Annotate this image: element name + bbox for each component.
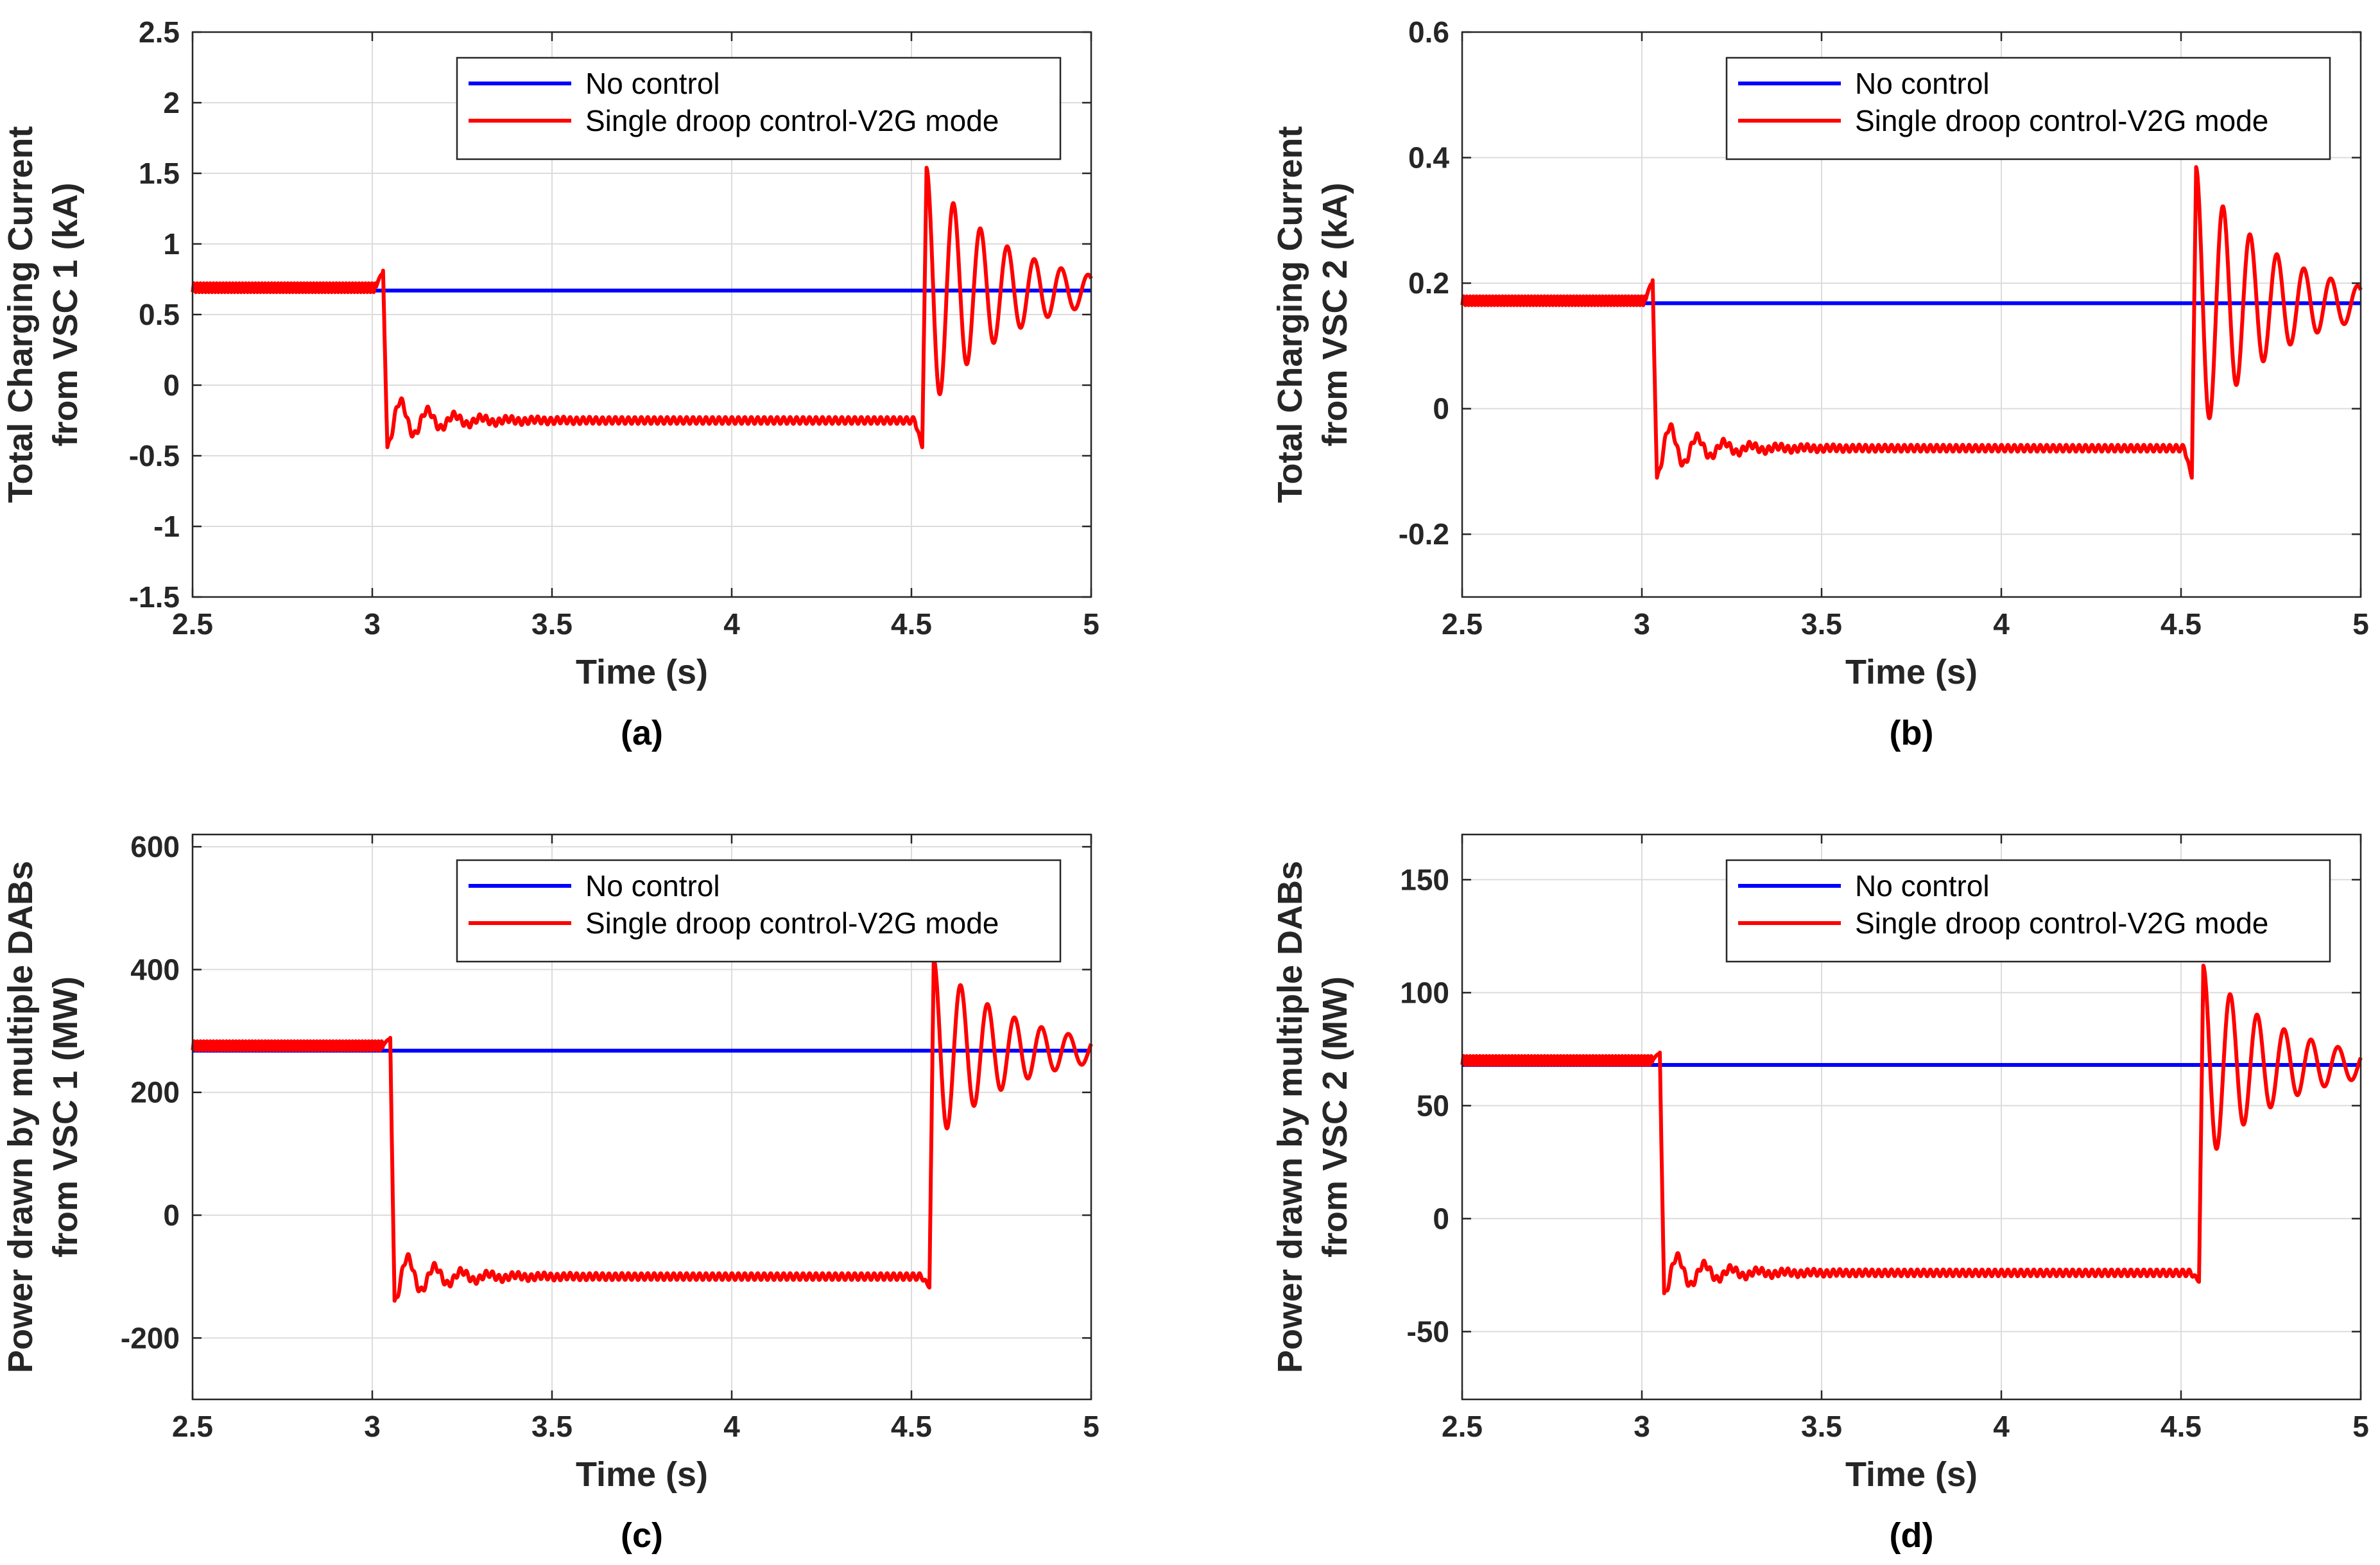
series-line-single-droop-control	[191, 956, 1093, 1303]
y-tick-label: -50	[1407, 1315, 1449, 1348]
y-axis-label-line-2: from VSC 1 (kA)	[46, 182, 85, 446]
x-tick-label: 2.5	[1442, 607, 1483, 641]
x-tick-label: 2.5	[1442, 1410, 1483, 1443]
legend-label-no-control: No control	[1855, 869, 1990, 903]
legend-box	[1725, 859, 2331, 963]
y-tick-label: 400	[130, 953, 180, 986]
y-axis-label-line-2: from VSC 2 (kA)	[1316, 182, 1354, 446]
legend-label-single-droop: Single droop control-V2G mode	[585, 104, 999, 137]
x-tick-label: 3.5	[531, 1410, 573, 1443]
x-tick-label: 4.5	[2160, 1410, 2202, 1443]
y-tick-label: 0.5	[139, 298, 180, 331]
x-tick-label: 4	[1993, 607, 2010, 641]
legend-label-no-control: No control	[585, 67, 720, 100]
x-axis-label: Time (s)	[1845, 1455, 1978, 1494]
panel-caption: (d)	[1890, 1516, 1934, 1555]
panel-c: 2.5 3 3.5 4 4.5 5 -200 0 200 400 600 Time (s) (c) Pow…	[1, 830, 1099, 1555]
x-tick-label: 2.5	[172, 607, 213, 641]
y-tick-label: -1	[153, 510, 180, 543]
series-line-single-droop-control	[1460, 964, 2363, 1295]
y-tick-label: 0	[1433, 1202, 1449, 1235]
x-tick-label: 3.5	[1801, 1410, 1842, 1443]
x-tick-label: 4.5	[891, 1410, 932, 1443]
x-tick-label: 4.5	[891, 607, 932, 641]
y-tick-label: 2.5	[139, 15, 180, 49]
y-tick-label: 0	[163, 368, 180, 402]
x-tick-label: 5	[2352, 607, 2369, 641]
x-tick-label: 4	[723, 607, 740, 641]
x-axis-label: Time (s)	[1845, 653, 1978, 691]
y-tick-label: 0.6	[1408, 15, 1449, 49]
y-tick-label: 600	[130, 830, 180, 863]
x-tick-label: 3	[364, 607, 381, 641]
y-axis-label-line-1: Power drawn by multiple DABs	[1, 861, 40, 1373]
panel-d: 2.5 3 3.5 4 4.5 5 -50 0 50 100 150 Time (s) (d) Power…	[1271, 833, 2369, 1555]
y-tick-label: 2	[163, 86, 180, 119]
legend-box	[456, 56, 1062, 160]
y-tick-label: 1.5	[139, 157, 180, 190]
legend-box	[456, 859, 1062, 963]
legend-label-single-droop: Single droop control-V2G mode	[1855, 906, 2268, 940]
y-axis-label-line-1: Power drawn by multiple DABs	[1271, 861, 1309, 1373]
y-axis-label-line-1: Total Charging Current	[1, 126, 40, 503]
axes-frame	[1461, 31, 2362, 598]
y-tick-label: -200	[121, 1321, 180, 1354]
x-axis-label: Time (s)	[576, 1455, 708, 1494]
legend-label-single-droop: Single droop control-V2G mode	[585, 906, 999, 940]
x-tick-label: 4.5	[2160, 607, 2202, 641]
series-line-single-droop-control	[191, 166, 1093, 449]
panel-b: 2.5 3 3.5 4 4.5 5 -0.2 0 0.2 0.4 0.6 Time (s) (b) Tot…	[1271, 15, 2369, 752]
x-tick-label: 3	[1634, 607, 1650, 641]
legend-box	[1725, 56, 2331, 160]
x-tick-label: 5	[2352, 1410, 2369, 1443]
y-tick-label: 0	[1433, 392, 1449, 426]
y-tick-label: -1.5	[129, 580, 180, 614]
x-tick-label: 3	[1634, 1410, 1650, 1443]
y-tick-label: 150	[1400, 863, 1449, 896]
x-tick-label: 5	[1083, 1410, 1099, 1443]
y-tick-label: -0.2	[1399, 517, 1449, 551]
y-tick-label: 0.4	[1408, 141, 1449, 175]
y-tick-label: 0	[163, 1198, 180, 1232]
y-tick-label: 0.2	[1408, 266, 1449, 300]
y-tick-label: 100	[1400, 976, 1449, 1009]
x-tick-label: 4	[723, 1410, 740, 1443]
panel-caption: (a)	[621, 714, 663, 752]
x-axis-label: Time (s)	[576, 653, 708, 691]
y-axis-label-line-2: from VSC 2 (MW)	[1316, 976, 1354, 1258]
y-tick-label: 1	[163, 227, 180, 261]
panel-a: 2.5 3 3.5 4 4.5 5 -1.5 -1 -0.5 0 0.5 1 1.5 2 2.5 Time (…	[1, 15, 1099, 752]
x-tick-label: 4	[1993, 1410, 2010, 1443]
y-tick-label: 200	[130, 1076, 180, 1109]
panel-caption: (b)	[1890, 714, 1934, 752]
x-tick-label: 3.5	[531, 607, 573, 641]
x-tick-label: 3.5	[1801, 607, 1842, 641]
y-tick-label: -0.5	[129, 439, 180, 472]
axes-frame	[191, 833, 1092, 1401]
x-tick-label: 3	[364, 1410, 381, 1443]
y-tick-label: 50	[1417, 1089, 1449, 1122]
legend-label-no-control: No control	[585, 869, 720, 903]
y-axis-label-line-2: from VSC 1 (MW)	[46, 976, 85, 1258]
series-line-single-droop-control	[1460, 165, 2363, 480]
axes-frame	[1461, 833, 2362, 1401]
y-axis-label-line-1: Total Charging Current	[1271, 126, 1309, 503]
x-tick-label: 2.5	[172, 1410, 213, 1443]
panel-caption: (c)	[621, 1516, 663, 1555]
legend-label-single-droop: Single droop control-V2G mode	[1855, 104, 2268, 137]
x-tick-label: 5	[1083, 607, 1099, 641]
legend-label-no-control: No control	[1855, 67, 1990, 100]
